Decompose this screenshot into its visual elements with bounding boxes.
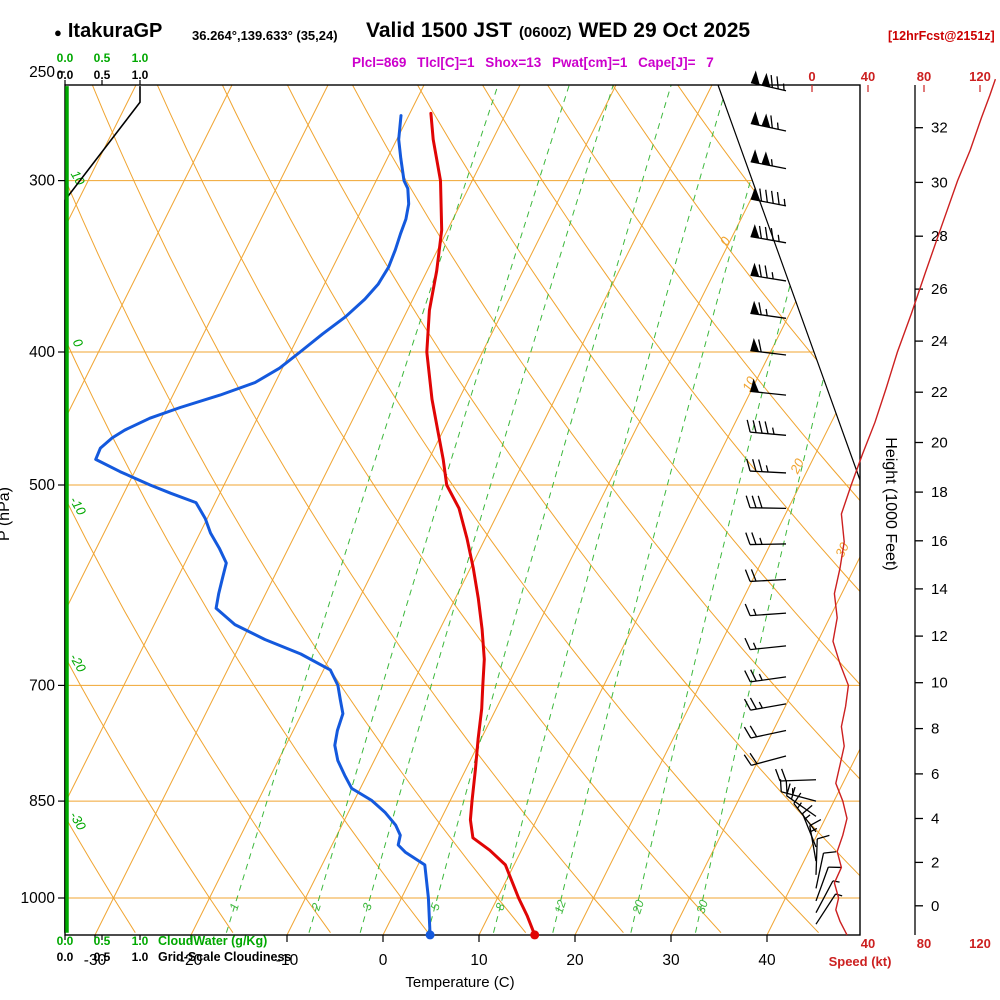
svg-text:1: 1 bbox=[227, 901, 242, 912]
station-dot-icon: ● bbox=[54, 25, 62, 40]
svg-text:-20: -20 bbox=[67, 651, 90, 675]
svg-text:120: 120 bbox=[969, 936, 991, 951]
temperature-surface-dot bbox=[530, 930, 540, 940]
svg-text:5: 5 bbox=[428, 901, 443, 912]
dewpoint-surface-dot bbox=[425, 930, 435, 940]
svg-text:30: 30 bbox=[662, 952, 680, 969]
svg-text:4: 4 bbox=[931, 811, 939, 828]
svg-text:-20: -20 bbox=[180, 952, 203, 969]
svg-text:0: 0 bbox=[379, 952, 388, 969]
svg-text:80: 80 bbox=[917, 936, 931, 951]
pressure-axis-label: P (hPa) bbox=[0, 487, 13, 541]
grid-scale-cloudiness-profile bbox=[64, 86, 141, 933]
svg-text:20: 20 bbox=[566, 952, 584, 969]
svg-text:20: 20 bbox=[931, 435, 948, 452]
svg-text:40: 40 bbox=[861, 69, 875, 84]
wind-speed-curve bbox=[832, 78, 997, 936]
svg-text:400: 400 bbox=[29, 344, 55, 361]
station-coordinates: 36.264°,139.633° (35,24) bbox=[192, 28, 338, 43]
svg-text:120: 120 bbox=[969, 69, 991, 84]
svg-text:24: 24 bbox=[931, 333, 948, 350]
svg-text:16: 16 bbox=[931, 533, 948, 550]
svg-text:-30: -30 bbox=[84, 952, 107, 969]
svg-text:Grid-Scale Cloudiness: Grid-Scale Cloudiness bbox=[158, 950, 291, 964]
station-block: ● ItakuraGP bbox=[54, 20, 162, 43]
svg-text:8: 8 bbox=[931, 721, 939, 738]
svg-text:0.5: 0.5 bbox=[94, 51, 111, 65]
svg-text:250: 250 bbox=[29, 64, 55, 81]
station-name: ItakuraGP bbox=[67, 20, 163, 42]
svg-text:0.0: 0.0 bbox=[57, 51, 74, 65]
svg-text:26: 26 bbox=[931, 281, 948, 298]
svg-text:CloudWater (g/Kg): CloudWater (g/Kg) bbox=[158, 934, 267, 948]
svg-text:40: 40 bbox=[861, 936, 875, 951]
svg-text:1.0: 1.0 bbox=[132, 934, 149, 948]
svg-text:80: 80 bbox=[917, 69, 931, 84]
svg-text:700: 700 bbox=[29, 677, 55, 694]
svg-text:0.5: 0.5 bbox=[94, 934, 111, 948]
svg-text:10: 10 bbox=[470, 952, 488, 969]
speed-axis-label: Speed (kt) bbox=[828, 954, 892, 969]
svg-text:8: 8 bbox=[493, 901, 508, 912]
valid-time-title: Valid 1500 JST (0600Z) WED 29 Oct 2025 bbox=[366, 19, 750, 43]
svg-text:1.0: 1.0 bbox=[132, 68, 149, 82]
svg-text:10: 10 bbox=[931, 675, 948, 692]
svg-text:30: 30 bbox=[931, 174, 948, 191]
svg-text:20: 20 bbox=[787, 455, 808, 476]
svg-text:0.0: 0.0 bbox=[57, 950, 74, 964]
svg-text:22: 22 bbox=[931, 384, 948, 401]
svg-text:-10: -10 bbox=[276, 952, 299, 969]
svg-text:2: 2 bbox=[931, 854, 939, 871]
grid-cut-diagonal bbox=[717, 84, 861, 481]
svg-text:0.0: 0.0 bbox=[57, 68, 74, 82]
svg-text:0.0: 0.0 bbox=[57, 934, 74, 948]
pressure-axis: 250 300 400 500 700 850 1000 bbox=[21, 64, 65, 907]
svg-text:0.5: 0.5 bbox=[94, 950, 111, 964]
dewpoint-curve bbox=[94, 114, 432, 937]
temperature-curve bbox=[425, 111, 537, 937]
height-axis-label: Height (1000 Feet) bbox=[882, 437, 899, 571]
svg-text:0: 0 bbox=[717, 234, 734, 248]
valid-utc: (0600Z) bbox=[518, 24, 572, 41]
svg-text:0: 0 bbox=[808, 69, 815, 84]
svg-text:32: 32 bbox=[931, 120, 948, 137]
temperature-axis: -30 -20 -10 0 10 20 30 40 bbox=[84, 935, 776, 969]
cloud-scales: 0.0 0.0 0.0 0.0 0.5 0.5 0.5 0.5 1.0 1.0 1.0 1.0 Clou… bbox=[57, 51, 292, 964]
svg-text:20: 20 bbox=[629, 898, 647, 916]
svg-text:40: 40 bbox=[758, 952, 776, 969]
svg-text:18: 18 bbox=[931, 484, 948, 501]
svg-text:6: 6 bbox=[931, 766, 939, 783]
stability-indices: Plcl=869 Tlcl[C]=1 Shox=13 Pwat[cm]=1 Ca… bbox=[352, 55, 714, 70]
svg-text:0.5: 0.5 bbox=[94, 68, 111, 82]
temperature-axis-label: Temperature (C) bbox=[405, 974, 515, 991]
svg-text:14: 14 bbox=[931, 581, 948, 598]
forecast-tag: [12hrFcst@2151z] bbox=[888, 29, 995, 43]
svg-text:300: 300 bbox=[29, 173, 55, 190]
valid-prefix: Valid 1500 JST bbox=[366, 19, 512, 42]
svg-text:-30: -30 bbox=[67, 809, 90, 833]
svg-text:500: 500 bbox=[29, 477, 55, 494]
svg-text:-10: -10 bbox=[67, 494, 90, 518]
svg-text:12: 12 bbox=[551, 898, 569, 915]
svg-text:2: 2 bbox=[308, 901, 324, 913]
valid-date: WED 29 Oct 2025 bbox=[578, 19, 751, 42]
svg-text:1.0: 1.0 bbox=[132, 51, 149, 65]
svg-text:850: 850 bbox=[29, 793, 55, 810]
svg-text:0: 0 bbox=[70, 336, 87, 350]
svg-text:30: 30 bbox=[693, 898, 711, 915]
svg-text:28: 28 bbox=[931, 228, 948, 245]
svg-text:30: 30 bbox=[832, 539, 852, 559]
svg-text:0: 0 bbox=[931, 898, 939, 915]
svg-text:1000: 1000 bbox=[21, 890, 56, 907]
wind-barbs bbox=[743, 70, 843, 925]
svg-text:3: 3 bbox=[360, 901, 375, 912]
svg-text:1.0: 1.0 bbox=[132, 950, 149, 964]
plot-frame bbox=[64, 84, 861, 936]
svg-text:12: 12 bbox=[931, 628, 948, 645]
